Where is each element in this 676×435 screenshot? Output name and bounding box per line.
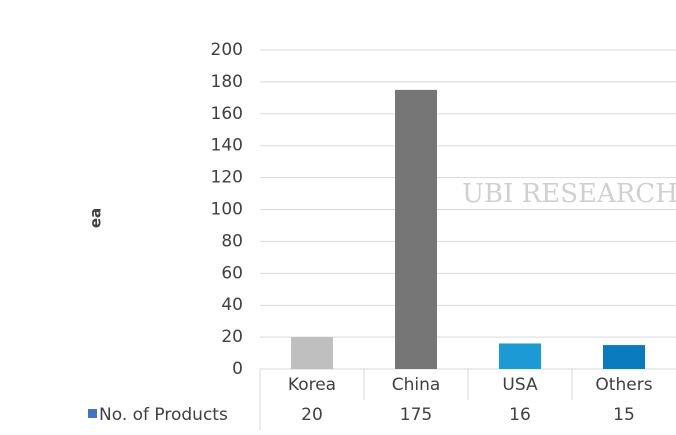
y-tick-label: 80 xyxy=(221,231,243,251)
x-tick-label: USA xyxy=(502,375,538,395)
bar xyxy=(395,89,437,369)
watermark: UBI RESEARCH xyxy=(462,179,676,209)
x-tick-label: Korea xyxy=(288,375,336,395)
y-tick-label: 180 xyxy=(211,72,243,92)
bar xyxy=(499,343,541,369)
y-tick-label: 40 xyxy=(221,295,243,315)
y-axis-label: ea xyxy=(87,208,105,228)
y-tick-label: 140 xyxy=(211,136,243,156)
table-value: 20 xyxy=(301,405,323,425)
y-tick-label: 100 xyxy=(211,200,243,220)
y-tick-label: 200 xyxy=(211,40,243,60)
table-value: 16 xyxy=(509,405,531,425)
table-value: 15 xyxy=(613,405,635,425)
table-value: 175 xyxy=(400,405,432,425)
y-tick-label: 120 xyxy=(211,168,243,188)
y-tick-label: 0 xyxy=(232,359,243,379)
x-tick-label: Others xyxy=(595,375,652,395)
legend-swatch xyxy=(88,409,97,418)
bar xyxy=(291,337,333,369)
y-tick-label: 20 xyxy=(221,327,243,347)
bar xyxy=(603,345,645,369)
x-tick-label: China xyxy=(392,375,441,395)
legend-label: No. of Products xyxy=(99,405,228,425)
y-tick-label: 160 xyxy=(211,104,243,124)
y-tick-label: 60 xyxy=(221,263,243,283)
